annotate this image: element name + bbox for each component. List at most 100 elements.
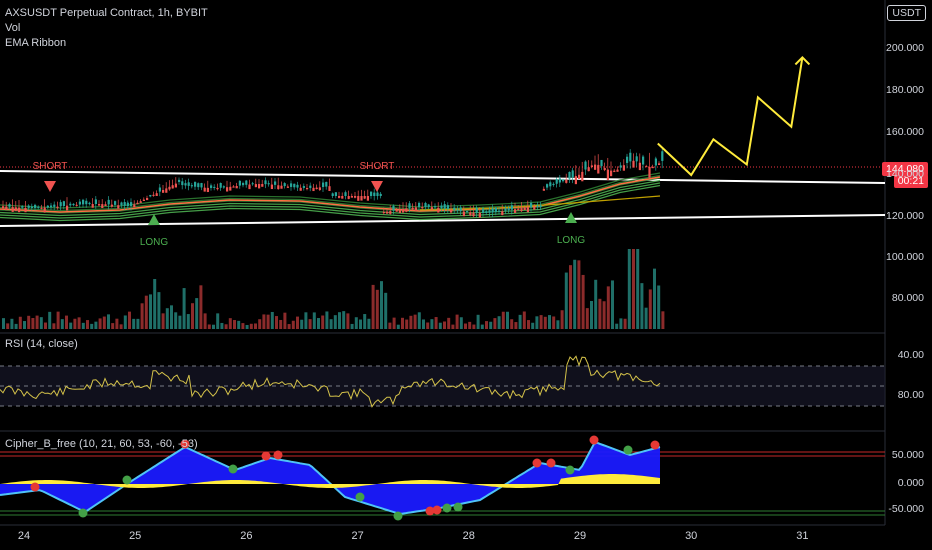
long-signal-marker (148, 214, 160, 225)
volume-bar (14, 323, 18, 329)
rsi-legend[interactable]: RSI (14, close) (5, 338, 78, 350)
candle-body (427, 204, 430, 208)
candle-body (338, 196, 341, 198)
volume-bar (77, 317, 81, 329)
volume-bar (623, 318, 627, 329)
candle-body (562, 179, 565, 182)
volume-bar (640, 283, 644, 329)
candle-body (622, 165, 625, 171)
volume-bar (443, 321, 446, 329)
short-label-2: SHORT (359, 161, 395, 172)
volume-bar (602, 301, 606, 329)
time-axis-tick: 31 (796, 530, 809, 542)
volume-bar (485, 321, 488, 329)
candle-body (171, 185, 174, 189)
volume-bar (216, 313, 220, 329)
volume-bar (270, 311, 274, 329)
price-axis-tick: 140.000 (886, 168, 924, 180)
volume-bar (65, 315, 68, 329)
ema-ribbon-line (0, 177, 661, 214)
candle-body (587, 167, 590, 172)
volume-bar (468, 321, 472, 329)
volume-bar (245, 324, 249, 329)
candle-body (174, 183, 177, 188)
candle-body (437, 207, 440, 213)
candle-body (101, 204, 104, 209)
cipher-dot (532, 458, 542, 468)
time-axis-tick: 25 (129, 530, 142, 542)
candle-body (18, 207, 21, 213)
volume-bar (375, 289, 379, 329)
volume-bar (548, 315, 551, 329)
currency-button[interactable]: USDT (887, 5, 926, 21)
candle-body (24, 207, 27, 213)
volume-bar (178, 315, 182, 329)
candle-body (485, 211, 488, 213)
volume-bar (81, 322, 85, 329)
candle-body (584, 161, 587, 170)
volume-bar (543, 316, 547, 329)
volume-bar (636, 249, 640, 329)
candle-body (434, 206, 437, 208)
candle-body (270, 184, 273, 190)
volume-bar (632, 249, 635, 329)
volume-bar (447, 317, 451, 329)
candle-body (226, 187, 229, 192)
volume-bar (317, 318, 320, 329)
candle-body (5, 206, 8, 211)
volume-bar (434, 317, 438, 329)
ema-ribbon-line (0, 172, 661, 209)
volume-bar (94, 321, 98, 329)
price-axis-tick: 180.000 (886, 84, 924, 96)
volume-bar (627, 249, 631, 329)
symbol-legend[interactable]: AXSUSDT Perpetual Contract, 1h, BYBIT (5, 7, 208, 19)
volume-bar (60, 319, 64, 329)
candle-body (389, 211, 392, 214)
cipher-dot (261, 451, 271, 461)
candle-body (37, 206, 40, 208)
volume-bar (136, 318, 140, 329)
candle-body (354, 196, 357, 198)
candle-body (494, 207, 497, 213)
volume-bar (380, 281, 383, 329)
candle-body (27, 205, 30, 208)
candle-body (603, 167, 606, 171)
candle-body (398, 209, 401, 213)
candle-body (357, 196, 360, 201)
volume-bar (569, 265, 572, 329)
volume-bar (384, 292, 388, 329)
candle-body (78, 201, 81, 205)
candle-body (277, 185, 280, 190)
volume-bar (480, 324, 484, 329)
ema-legend[interactable]: EMA Ribbon (5, 37, 67, 49)
cipher-legend[interactable]: Cipher_B_free (10, 21, 60, 53, -60, -53) (5, 438, 198, 450)
volume-bar (249, 323, 253, 329)
candle-body (645, 166, 648, 168)
candle-body (210, 185, 213, 188)
candle-body (126, 202, 129, 207)
candle-body (504, 208, 507, 211)
candle-body (283, 183, 286, 187)
candle-body (187, 182, 190, 186)
volume-bar (241, 323, 245, 329)
cipher-axis-tick: -50.000 (888, 503, 924, 515)
candle-body (568, 172, 571, 179)
volume-bar (560, 310, 564, 329)
candle-body (386, 211, 389, 214)
volume-bar (590, 300, 593, 329)
time-axis-tick: 28 (462, 530, 475, 542)
candle-body (328, 186, 331, 191)
volume-bar (577, 260, 581, 329)
candle-body (411, 207, 414, 210)
candle-body (62, 201, 65, 207)
candle-body (30, 206, 33, 208)
volume-legend[interactable]: Vol (5, 22, 21, 34)
candle-body (418, 202, 421, 208)
candle-body (152, 194, 155, 196)
candle-body (661, 151, 664, 161)
volume-bar (35, 315, 39, 329)
volume-bar (39, 317, 43, 329)
cipher-dot (650, 440, 660, 450)
candle-body (98, 204, 101, 206)
